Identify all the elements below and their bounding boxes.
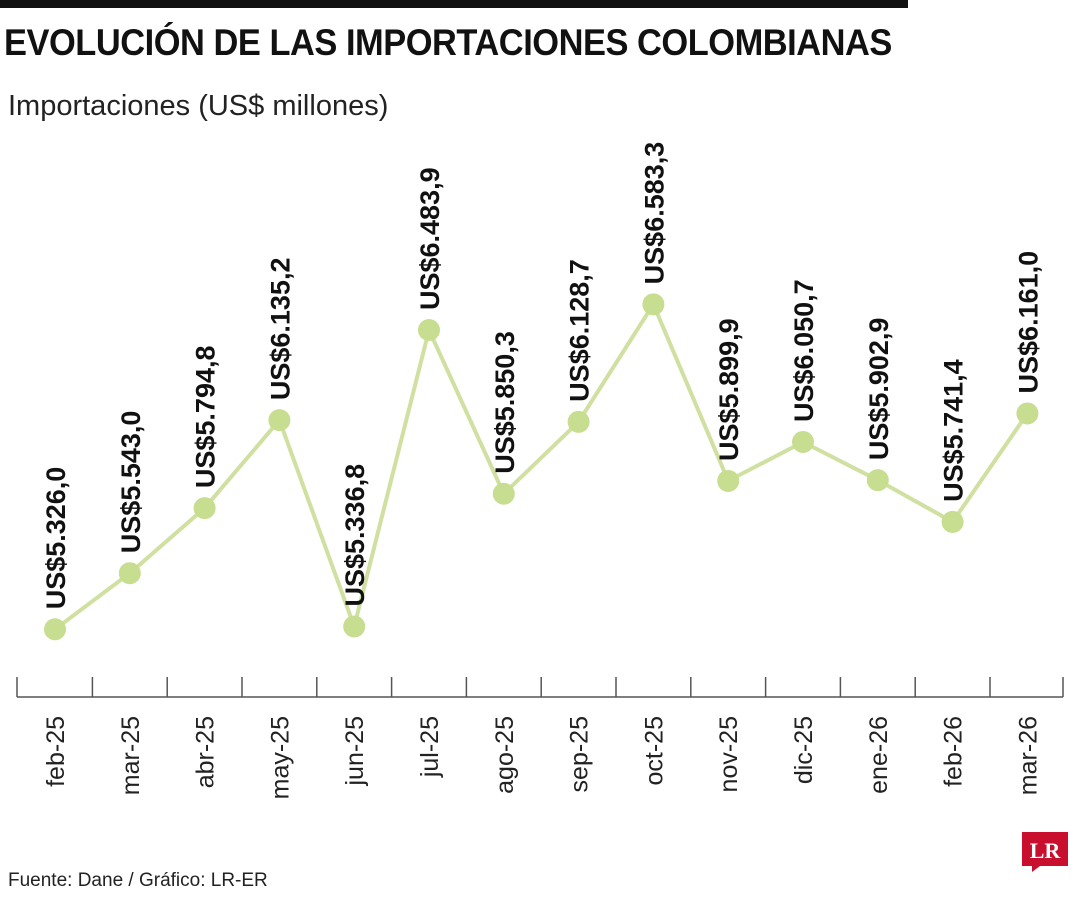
data-label-feb-26: US$5.741,4	[939, 359, 969, 502]
data-point-ago-25	[492, 482, 515, 505]
top-rule	[0, 0, 908, 8]
line-chart: US$5.326,0 US$5.543,0 US$5.794,8 US$6.135,2…	[16, 142, 1064, 799]
data-point-oct-25	[642, 293, 665, 316]
x-tick-label-ago-25: ago-25	[491, 716, 519, 794]
x-tick-label-ene-26: ene-26	[865, 716, 893, 794]
data-point-feb-25	[44, 618, 66, 641]
data-point-ene-26	[866, 469, 889, 492]
data-point-feb-26	[941, 510, 964, 533]
data-point-mar-25	[118, 562, 141, 585]
data-label-feb-25: US$5.326,0	[41, 467, 71, 610]
chart-title: EVOLUCIÓN DE LAS IMPORTACIONES COLOMBIAN…	[4, 22, 892, 63]
data-label-may-25: US$6.135,2	[265, 258, 295, 401]
lr-logo-text: LR	[1030, 838, 1062, 863]
x-tick-label-abr-25: abr-25	[192, 716, 220, 788]
x-tick-label-sep-25: sep-25	[566, 716, 594, 792]
x-tick-label-jul-25: jul-25	[416, 716, 444, 778]
data-label-mar-26: US$6.161,0	[1013, 251, 1043, 394]
data-point-abr-25	[193, 497, 216, 520]
data-point-sep-25	[567, 410, 590, 433]
data-point-jul-25	[418, 319, 440, 342]
data-label-oct-25: US$6.583,3	[639, 142, 669, 285]
data-point-may-25	[268, 409, 291, 432]
x-tick-label-feb-25: feb-25	[42, 716, 70, 787]
data-points	[44, 293, 1039, 641]
data-label-mar-25: US$5.543,0	[116, 411, 146, 554]
x-tick-label-feb-26: feb-26	[940, 716, 968, 787]
data-label-abr-25: US$5.794,8	[191, 346, 221, 489]
data-point-mar-26	[1016, 402, 1039, 425]
data-labels: US$5.326,0 US$5.543,0 US$5.794,8 US$6.135,2…	[41, 142, 1043, 610]
data-label-dic-25: US$6.050,7	[789, 279, 819, 422]
x-tick-label-may-25: may-25	[266, 716, 294, 799]
data-point-nov-25	[717, 469, 740, 492]
x-tick-labels: feb-25 mar-25 abr-25 may-25 jun-25 jul-25 ago-…	[42, 716, 1042, 799]
x-tick-label-mar-25: mar-25	[117, 716, 145, 795]
data-point-dic-25	[792, 430, 814, 453]
data-point-jun-25	[343, 615, 366, 638]
series-line-layer	[53, 302, 1030, 631]
series-line	[53, 302, 1030, 631]
x-tick-label-dic-25: dic-25	[790, 716, 818, 784]
x-tick-label-oct-25: oct-25	[640, 716, 668, 785]
lr-logo-badge	[1022, 832, 1068, 872]
data-label-ene-26: US$5.902,9	[864, 318, 894, 461]
source-note: Fuente: Dane / Gráfico: LR-ER	[8, 870, 268, 891]
data-label-jul-25: US$6.483,9	[415, 167, 445, 310]
data-label-sep-25: US$6.128,7	[565, 259, 595, 402]
chart-subtitle: Importaciones (US$ millones)	[8, 90, 389, 122]
x-tick-label-nov-25: nov-25	[715, 716, 743, 792]
data-label-jun-25: US$5.336,8	[340, 464, 370, 607]
x-tick-label-mar-26: mar-26	[1014, 716, 1042, 795]
data-label-ago-25: US$5.850,3	[490, 331, 520, 474]
data-label-nov-25: US$5.899,9	[714, 318, 744, 461]
lr-logo: LR	[1022, 832, 1068, 872]
x-tick-label-jun-25: jun-25	[341, 716, 369, 787]
x-axis	[16, 677, 1064, 698]
